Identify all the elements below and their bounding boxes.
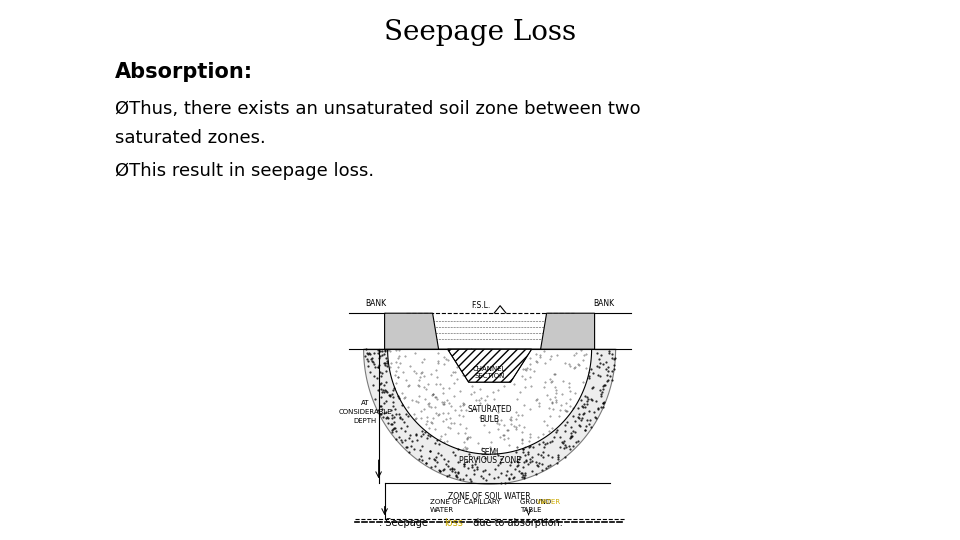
Text: F.S.L.: F.S.L. <box>471 301 491 309</box>
Text: loss: loss <box>444 518 464 528</box>
Polygon shape <box>447 349 532 382</box>
Text: ZONE OF CAPILLARY: ZONE OF CAPILLARY <box>430 499 500 505</box>
Text: TABLE: TABLE <box>519 507 541 512</box>
Polygon shape <box>540 313 594 349</box>
Text: CONSIDERABLE: CONSIDERABLE <box>338 409 392 415</box>
Text: due to absorption.: due to absorption. <box>470 518 564 528</box>
Polygon shape <box>385 313 439 349</box>
Text: ØThis result in seepage loss.: ØThis result in seepage loss. <box>115 162 374 180</box>
Text: : Seepage: : Seepage <box>379 518 431 528</box>
Text: SEMI: SEMI <box>480 448 499 457</box>
Text: BULB: BULB <box>480 415 499 424</box>
Polygon shape <box>388 349 591 454</box>
Text: saturated zones.: saturated zones. <box>115 129 266 146</box>
Text: SECTION: SECTION <box>474 373 505 379</box>
Text: CHANNEL: CHANNEL <box>473 366 506 372</box>
Text: ZONE OF SOIL WATER: ZONE OF SOIL WATER <box>448 492 531 501</box>
Text: AT: AT <box>361 400 370 406</box>
Text: WATER: WATER <box>537 499 561 505</box>
Text: DEPTH: DEPTH <box>353 417 376 423</box>
Text: ØThus, there exists an unsaturated soil zone between two: ØThus, there exists an unsaturated soil … <box>115 100 641 118</box>
Text: WATER: WATER <box>430 507 454 512</box>
Text: PERVIOUS ZONE: PERVIOUS ZONE <box>459 456 520 465</box>
Polygon shape <box>364 349 615 484</box>
Text: BANK: BANK <box>365 299 386 308</box>
Text: GROUND: GROUND <box>519 499 553 505</box>
Text: BANK: BANK <box>593 299 614 308</box>
Text: Absorption:: Absorption: <box>115 62 253 82</box>
Text: SATURATED: SATURATED <box>468 404 512 414</box>
Text: Seepage Loss: Seepage Loss <box>384 19 576 46</box>
